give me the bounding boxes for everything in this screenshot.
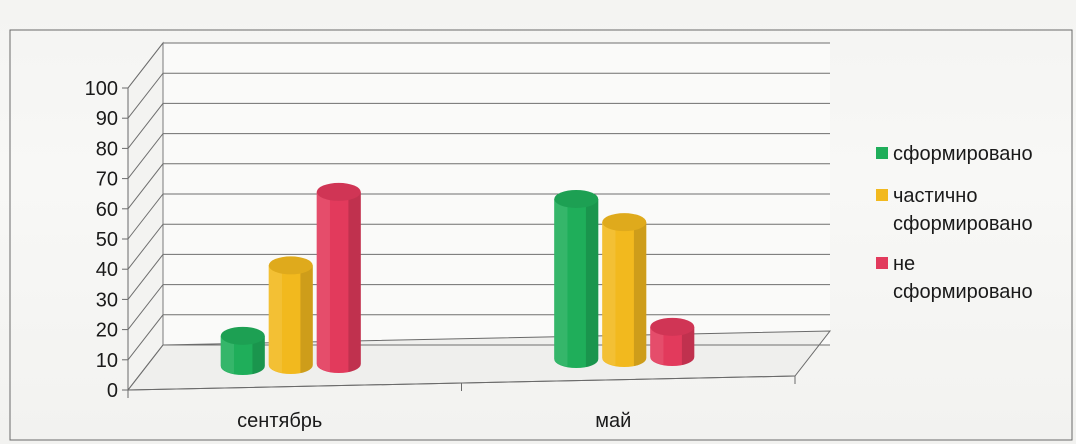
legend-label-0-0: сформировано [893, 143, 1033, 165]
x-axis: сентябрь май [127, 375, 796, 432]
bar-highlight-1-1 [602, 222, 616, 366]
bar-top-0-1 [268, 256, 313, 275]
y-tick-label-50: 50 [96, 229, 118, 251]
bar-1-1 [602, 213, 647, 368]
gridline-50 [127, 193, 830, 240]
legend-item-0: сформировано [876, 143, 1033, 165]
legend-label-2-1: сформировано [893, 281, 1033, 303]
bars [220, 182, 695, 376]
y-tick-label-70: 70 [96, 169, 118, 191]
bar-1-0 [554, 189, 599, 369]
bar-top-1-1 [602, 213, 647, 232]
legend-swatch-0 [876, 147, 888, 159]
bar-0-1 [268, 256, 313, 375]
y-tick-label-0: 0 [107, 380, 118, 402]
gridline-90 [127, 72, 830, 119]
legend-swatch-2 [876, 257, 888, 269]
y-tick-label-100: 100 [85, 78, 118, 100]
chart-frame [9, 29, 1073, 441]
y-tick-label-60: 60 [96, 199, 118, 221]
legend-label-1-1: сформировано [893, 213, 1033, 235]
gridline-100 [127, 42, 830, 89]
bar-shadow-0-0 [252, 335, 265, 375]
gridline-70 [127, 133, 830, 179]
bar-highlight-0-1 [268, 265, 282, 373]
bar-shadow-1-1 [633, 222, 647, 367]
bar-shadow-0-2 [348, 191, 361, 373]
bar-top-1-0 [554, 189, 599, 208]
bar-top-0-2 [316, 182, 361, 201]
y-tick-label-10: 10 [96, 350, 118, 372]
gridline-80 [127, 102, 830, 149]
y-tick-label-80: 80 [96, 138, 118, 160]
legend: сформировано частично сформировано не сформи… [876, 143, 1033, 303]
bar-top-1-2 [650, 317, 695, 336]
bar-highlight-0-0 [220, 335, 234, 374]
legend-swatch-1 [876, 189, 888, 201]
bar-0-2 [316, 182, 361, 374]
y-tick-label-40: 40 [96, 259, 118, 281]
bar-top-0-0 [220, 326, 265, 345]
bar-0-0 [220, 326, 265, 376]
y-axis: 0 10 20 30 40 50 60 70 80 90 100 [85, 78, 129, 402]
bar-shadow-1-0 [585, 198, 599, 368]
legend-label-2-0: не [893, 253, 915, 275]
bar-highlight-0-2 [316, 191, 330, 372]
category-label-1: май [595, 410, 631, 432]
legend-item-1: частично сформировано [876, 185, 1033, 235]
legend-label-1-0: частично [893, 185, 977, 207]
y-tick-label-20: 20 [96, 320, 118, 342]
category-label-0: сентябрь [237, 410, 322, 432]
y-tick-label-30: 30 [96, 289, 118, 311]
gridline-60 [127, 163, 830, 210]
bar-highlight-1-2 [650, 326, 664, 365]
bar-shadow-0-1 [300, 265, 313, 374]
y-tick-label-90: 90 [96, 108, 118, 130]
bar-shadow-1-2 [681, 326, 695, 366]
bar-1-2 [650, 317, 695, 367]
bar-highlight-1-0 [554, 198, 568, 367]
legend-item-2: не сформировано [876, 253, 1033, 303]
